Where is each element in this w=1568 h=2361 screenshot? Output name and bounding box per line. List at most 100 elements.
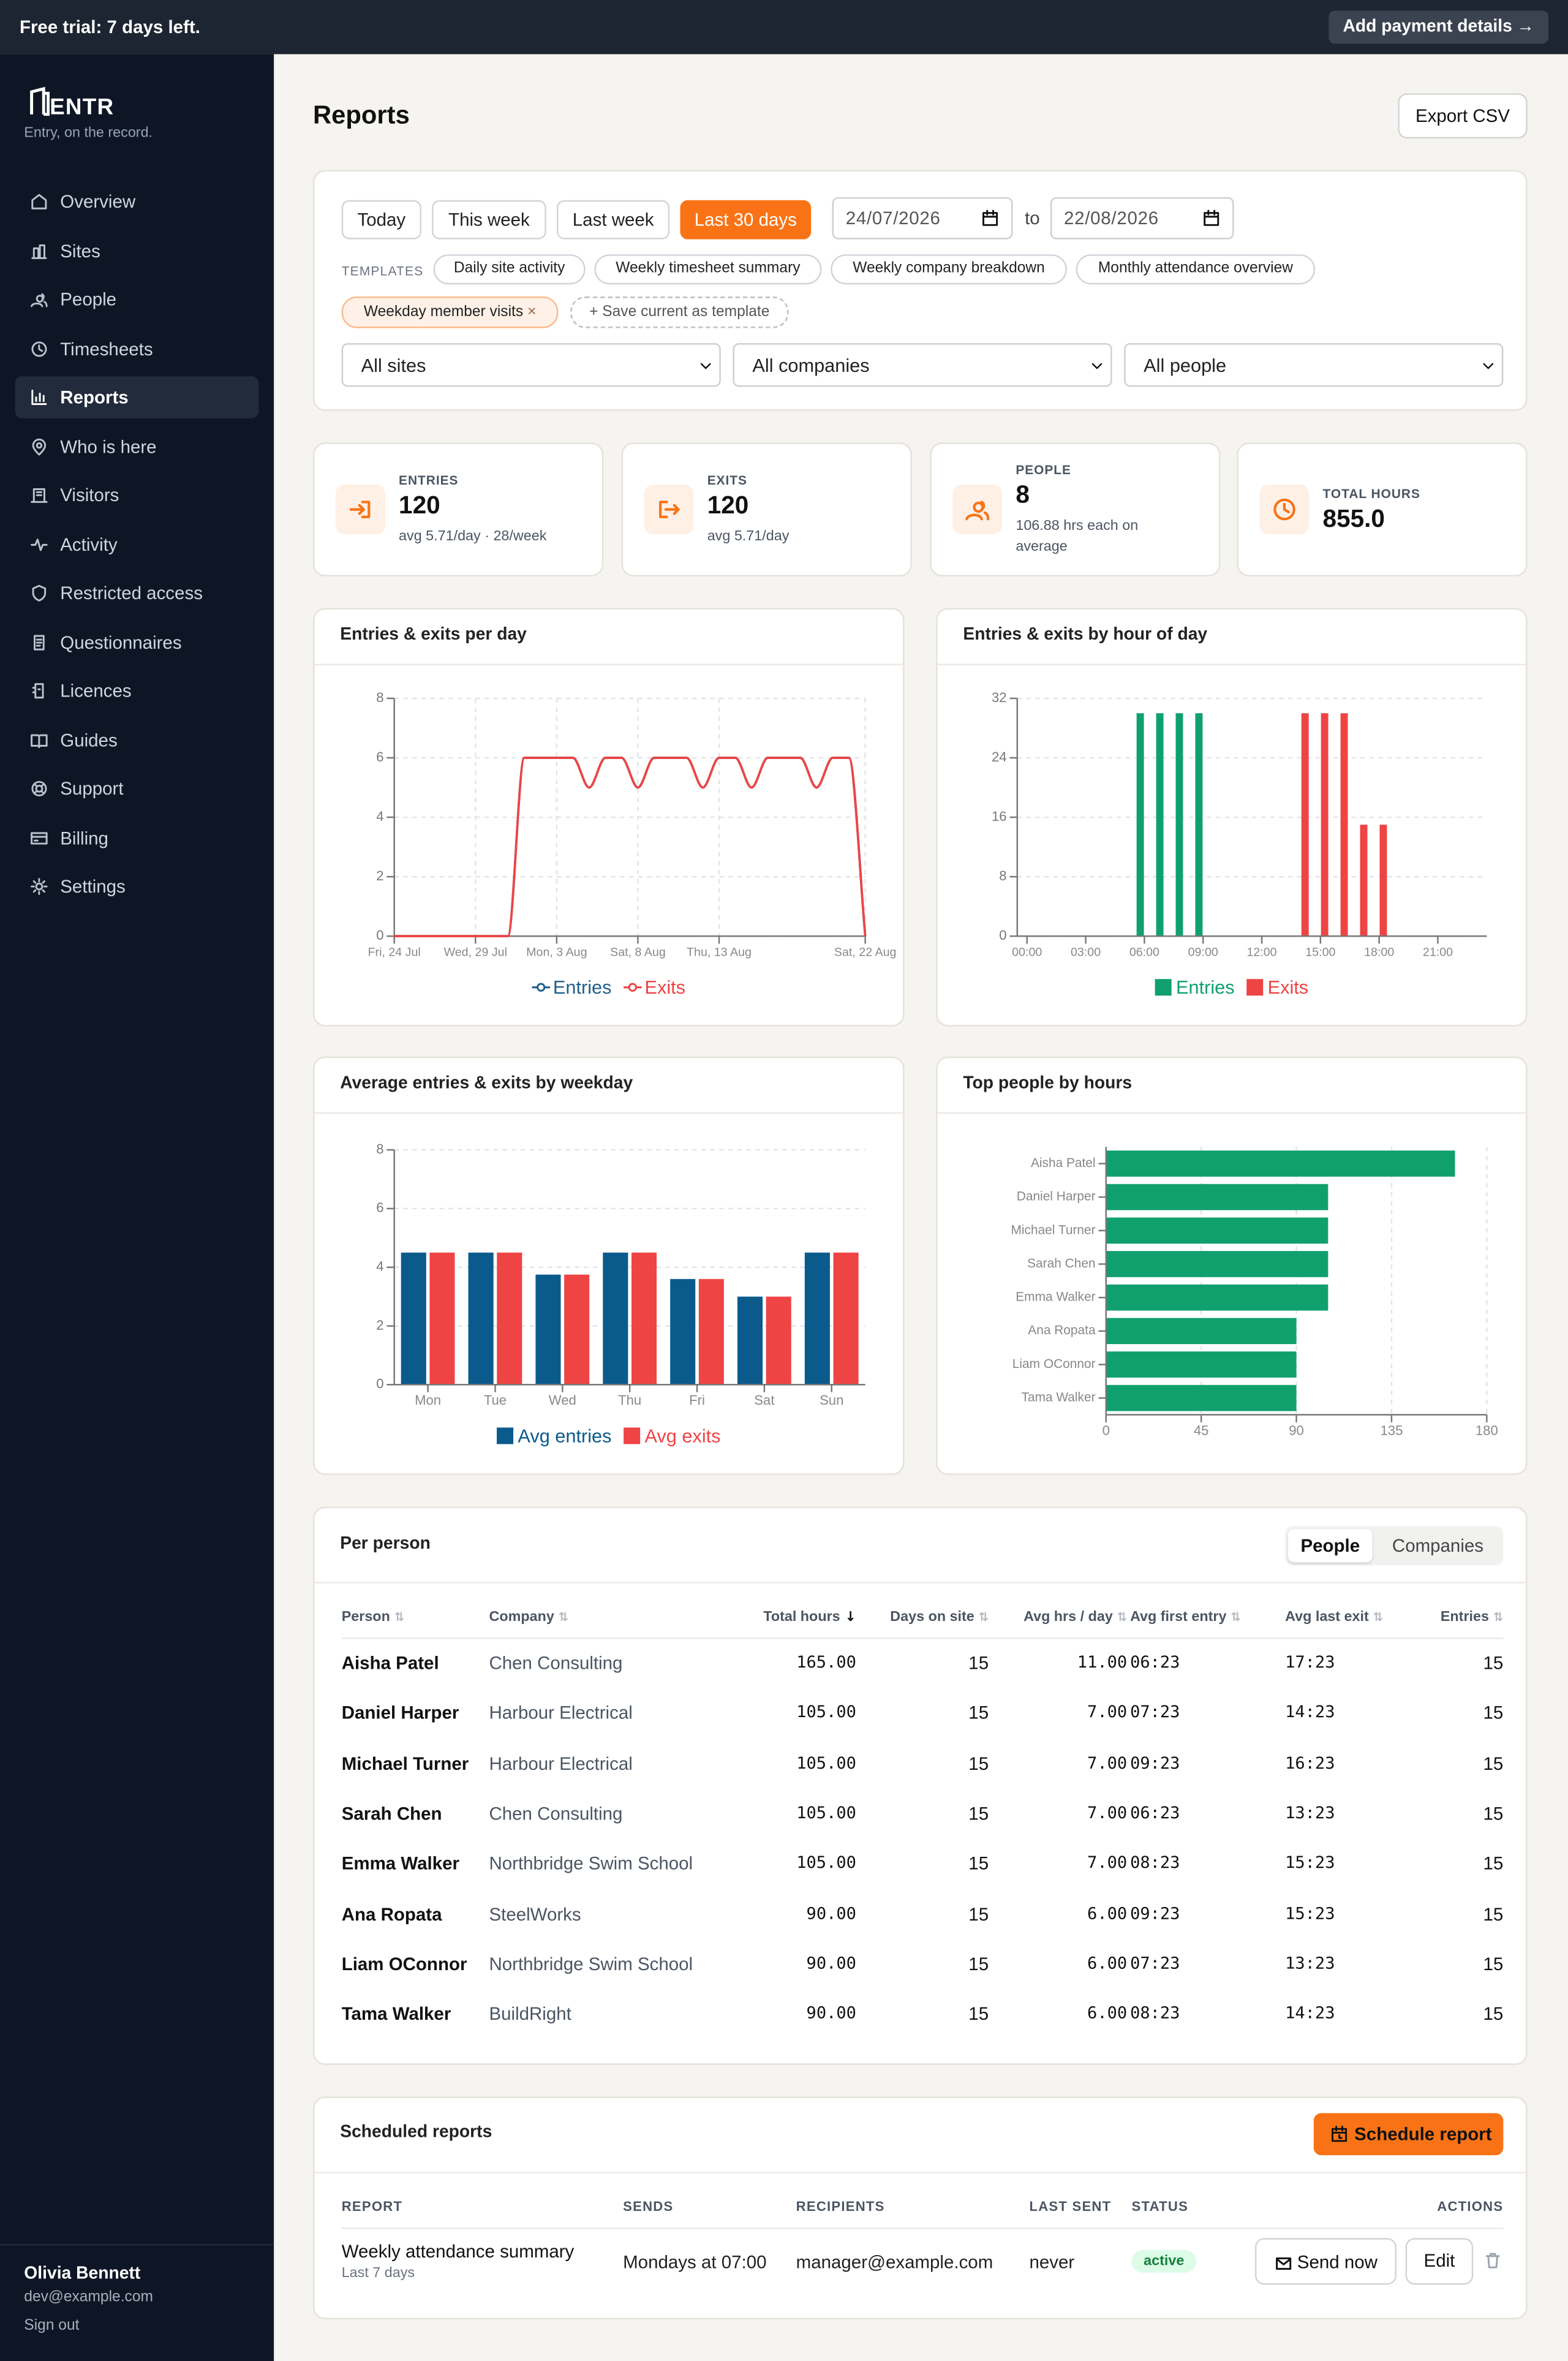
- nav-item[interactable]: Reports: [15, 376, 259, 418]
- edit-button[interactable]: Edit: [1405, 2238, 1474, 2285]
- nav-item[interactable]: Timesheets: [15, 327, 259, 369]
- send-now-button[interactable]: Send now: [1254, 2238, 1396, 2285]
- nav-label[interactable]: Support: [60, 778, 124, 799]
- nav-label[interactable]: Timesheets: [60, 338, 153, 359]
- nav-item[interactable]: Sites: [15, 230, 259, 272]
- column-header[interactable]: Days on site: [890, 1609, 989, 1625]
- column-header[interactable]: Avg last exit: [1285, 1609, 1383, 1625]
- icon-path: [1204, 210, 1219, 226]
- sign-out[interactable]: Sign out: [24, 2318, 80, 2335]
- select-value: All people: [1144, 355, 1227, 377]
- icon-path: [659, 501, 680, 518]
- table-cell: 6.00: [1087, 1953, 1128, 1973]
- range-button[interactable]: Last 30 days: [680, 200, 812, 240]
- table-cell: 15: [1483, 1652, 1504, 1674]
- templates-label: TEMPLATES: [341, 263, 424, 279]
- column-header[interactable]: Entries: [1441, 1609, 1503, 1625]
- select[interactable]: All companies: [733, 343, 1112, 387]
- icon-path: [31, 733, 48, 748]
- x-tick-label: Thu, 13 Aug: [687, 945, 752, 959]
- export-button[interactable]: Export CSV: [1398, 93, 1528, 139]
- saved-chip[interactable]: Weekday member visits: [341, 296, 559, 328]
- stat-sub: avg 5.71/day · 28/week: [399, 527, 547, 545]
- schedule-button[interactable]: Schedule report: [1313, 2113, 1504, 2156]
- nav-label[interactable]: Settings: [60, 875, 126, 897]
- template-chip[interactable]: Weekly company breakdown: [831, 254, 1067, 285]
- recipients: manager@example.com: [796, 2251, 993, 2273]
- tab[interactable]: People: [1288, 1529, 1373, 1563]
- icon-path: [1485, 2253, 1500, 2268]
- nav-item[interactable]: Licences: [15, 670, 259, 712]
- date-input[interactable]: 22/08/2026: [1050, 197, 1234, 240]
- nav-item[interactable]: Settings: [15, 866, 259, 908]
- column-header[interactable]: Avg first entry: [1130, 1609, 1241, 1625]
- saved-chip-label[interactable]: Weekday member visits: [364, 304, 537, 320]
- nav-label[interactable]: Visitors: [60, 485, 119, 506]
- nav-item[interactable]: Support: [15, 768, 259, 810]
- bar: [631, 1252, 657, 1385]
- sidebar: ENTR Entry, on the record. Overview Sites Pe…: [0, 54, 274, 2361]
- nav-item[interactable]: Guides: [15, 719, 259, 761]
- nav-label[interactable]: Licences: [60, 680, 132, 701]
- table-cell: Liam OConnor: [341, 1953, 467, 1975]
- payment-button[interactable]: Add payment details →: [1329, 10, 1549, 44]
- table-cell: 105.00: [796, 1803, 856, 1823]
- chart: 0 8 16 24 32 00:00 03:00 06:00 09:00 12:00 15:00 18…: [992, 690, 1487, 998]
- bar: [698, 1279, 724, 1385]
- icon: [31, 390, 47, 406]
- nav-label[interactable]: People: [60, 289, 117, 311]
- nav-label[interactable]: Billing: [60, 827, 108, 848]
- nav-label[interactable]: Sites: [60, 240, 100, 262]
- user-name: Olivia Bennett: [24, 2265, 141, 2283]
- x-tick-label: 21:00: [1423, 945, 1453, 959]
- icon-path: [982, 210, 998, 226]
- nav-label[interactable]: Restricted access: [60, 582, 203, 604]
- x-tick-label: Sat: [754, 1392, 774, 1408]
- range-button[interactable]: Last week: [557, 200, 670, 240]
- tab[interactable]: Companies: [1392, 1535, 1484, 1557]
- column-header[interactable]: Total hours: [763, 1609, 856, 1625]
- date-value: 22/08/2026: [1063, 208, 1159, 229]
- y-tick-label: Aisha Patel: [1031, 1156, 1096, 1170]
- icon: [982, 210, 998, 226]
- column-header[interactable]: Person: [342, 1609, 404, 1625]
- nav-label[interactable]: Activity: [60, 533, 118, 555]
- table-cell: BuildRight: [489, 2003, 571, 2025]
- bar: [603, 1252, 628, 1385]
- nav-item[interactable]: Restricted access: [15, 572, 259, 614]
- range-button[interactable]: Today: [341, 200, 421, 240]
- nav-item[interactable]: Activity: [15, 523, 259, 565]
- select[interactable]: All sites: [341, 343, 721, 387]
- nav-item[interactable]: Billing: [15, 817, 259, 859]
- y-tick-label: 2: [376, 868, 383, 883]
- x-tick-label: Thu: [618, 1392, 641, 1408]
- nav-label[interactable]: Guides: [60, 729, 118, 750]
- template-chip[interactable]: Weekly timesheet summary: [594, 254, 822, 285]
- send-now-label[interactable]: Send now: [1297, 2251, 1378, 2273]
- select-value: All sites: [361, 355, 426, 377]
- delete-button[interactable]: [1483, 2251, 1504, 2272]
- date-input[interactable]: 24/07/2026: [832, 197, 1013, 240]
- column-header[interactable]: Company: [489, 1609, 568, 1625]
- nav-label[interactable]: Who is here: [60, 436, 157, 457]
- template-chip[interactable]: Monthly attendance overview: [1076, 254, 1316, 285]
- schedule-button-label[interactable]: Schedule report: [1354, 2123, 1492, 2145]
- table-cell: Northbridge Swim School: [489, 1953, 693, 1975]
- column-header[interactable]: Avg hrs / day: [1023, 1609, 1127, 1625]
- chart-title: Entries & exits per day: [340, 626, 527, 644]
- range-button[interactable]: This week: [432, 200, 546, 240]
- nav-item[interactable]: Questionnaires: [15, 621, 259, 663]
- nav-label[interactable]: Reports: [60, 387, 129, 408]
- nav-item[interactable]: Visitors: [15, 474, 259, 516]
- save-template-chip[interactable]: + Save current as template: [570, 296, 789, 328]
- y-tick-label: Michael Turner: [1011, 1223, 1095, 1237]
- template-chip[interactable]: Daily site activity: [433, 254, 586, 285]
- select[interactable]: All people: [1124, 343, 1504, 387]
- nav-item[interactable]: Who is here: [15, 425, 259, 467]
- nav-item[interactable]: Overview: [15, 181, 259, 223]
- nav-item[interactable]: People: [15, 279, 259, 321]
- legend-label: Exits: [645, 977, 686, 998]
- icon: [32, 437, 47, 455]
- nav-label[interactable]: Overview: [60, 191, 136, 213]
- nav-label[interactable]: Questionnaires: [60, 631, 182, 653]
